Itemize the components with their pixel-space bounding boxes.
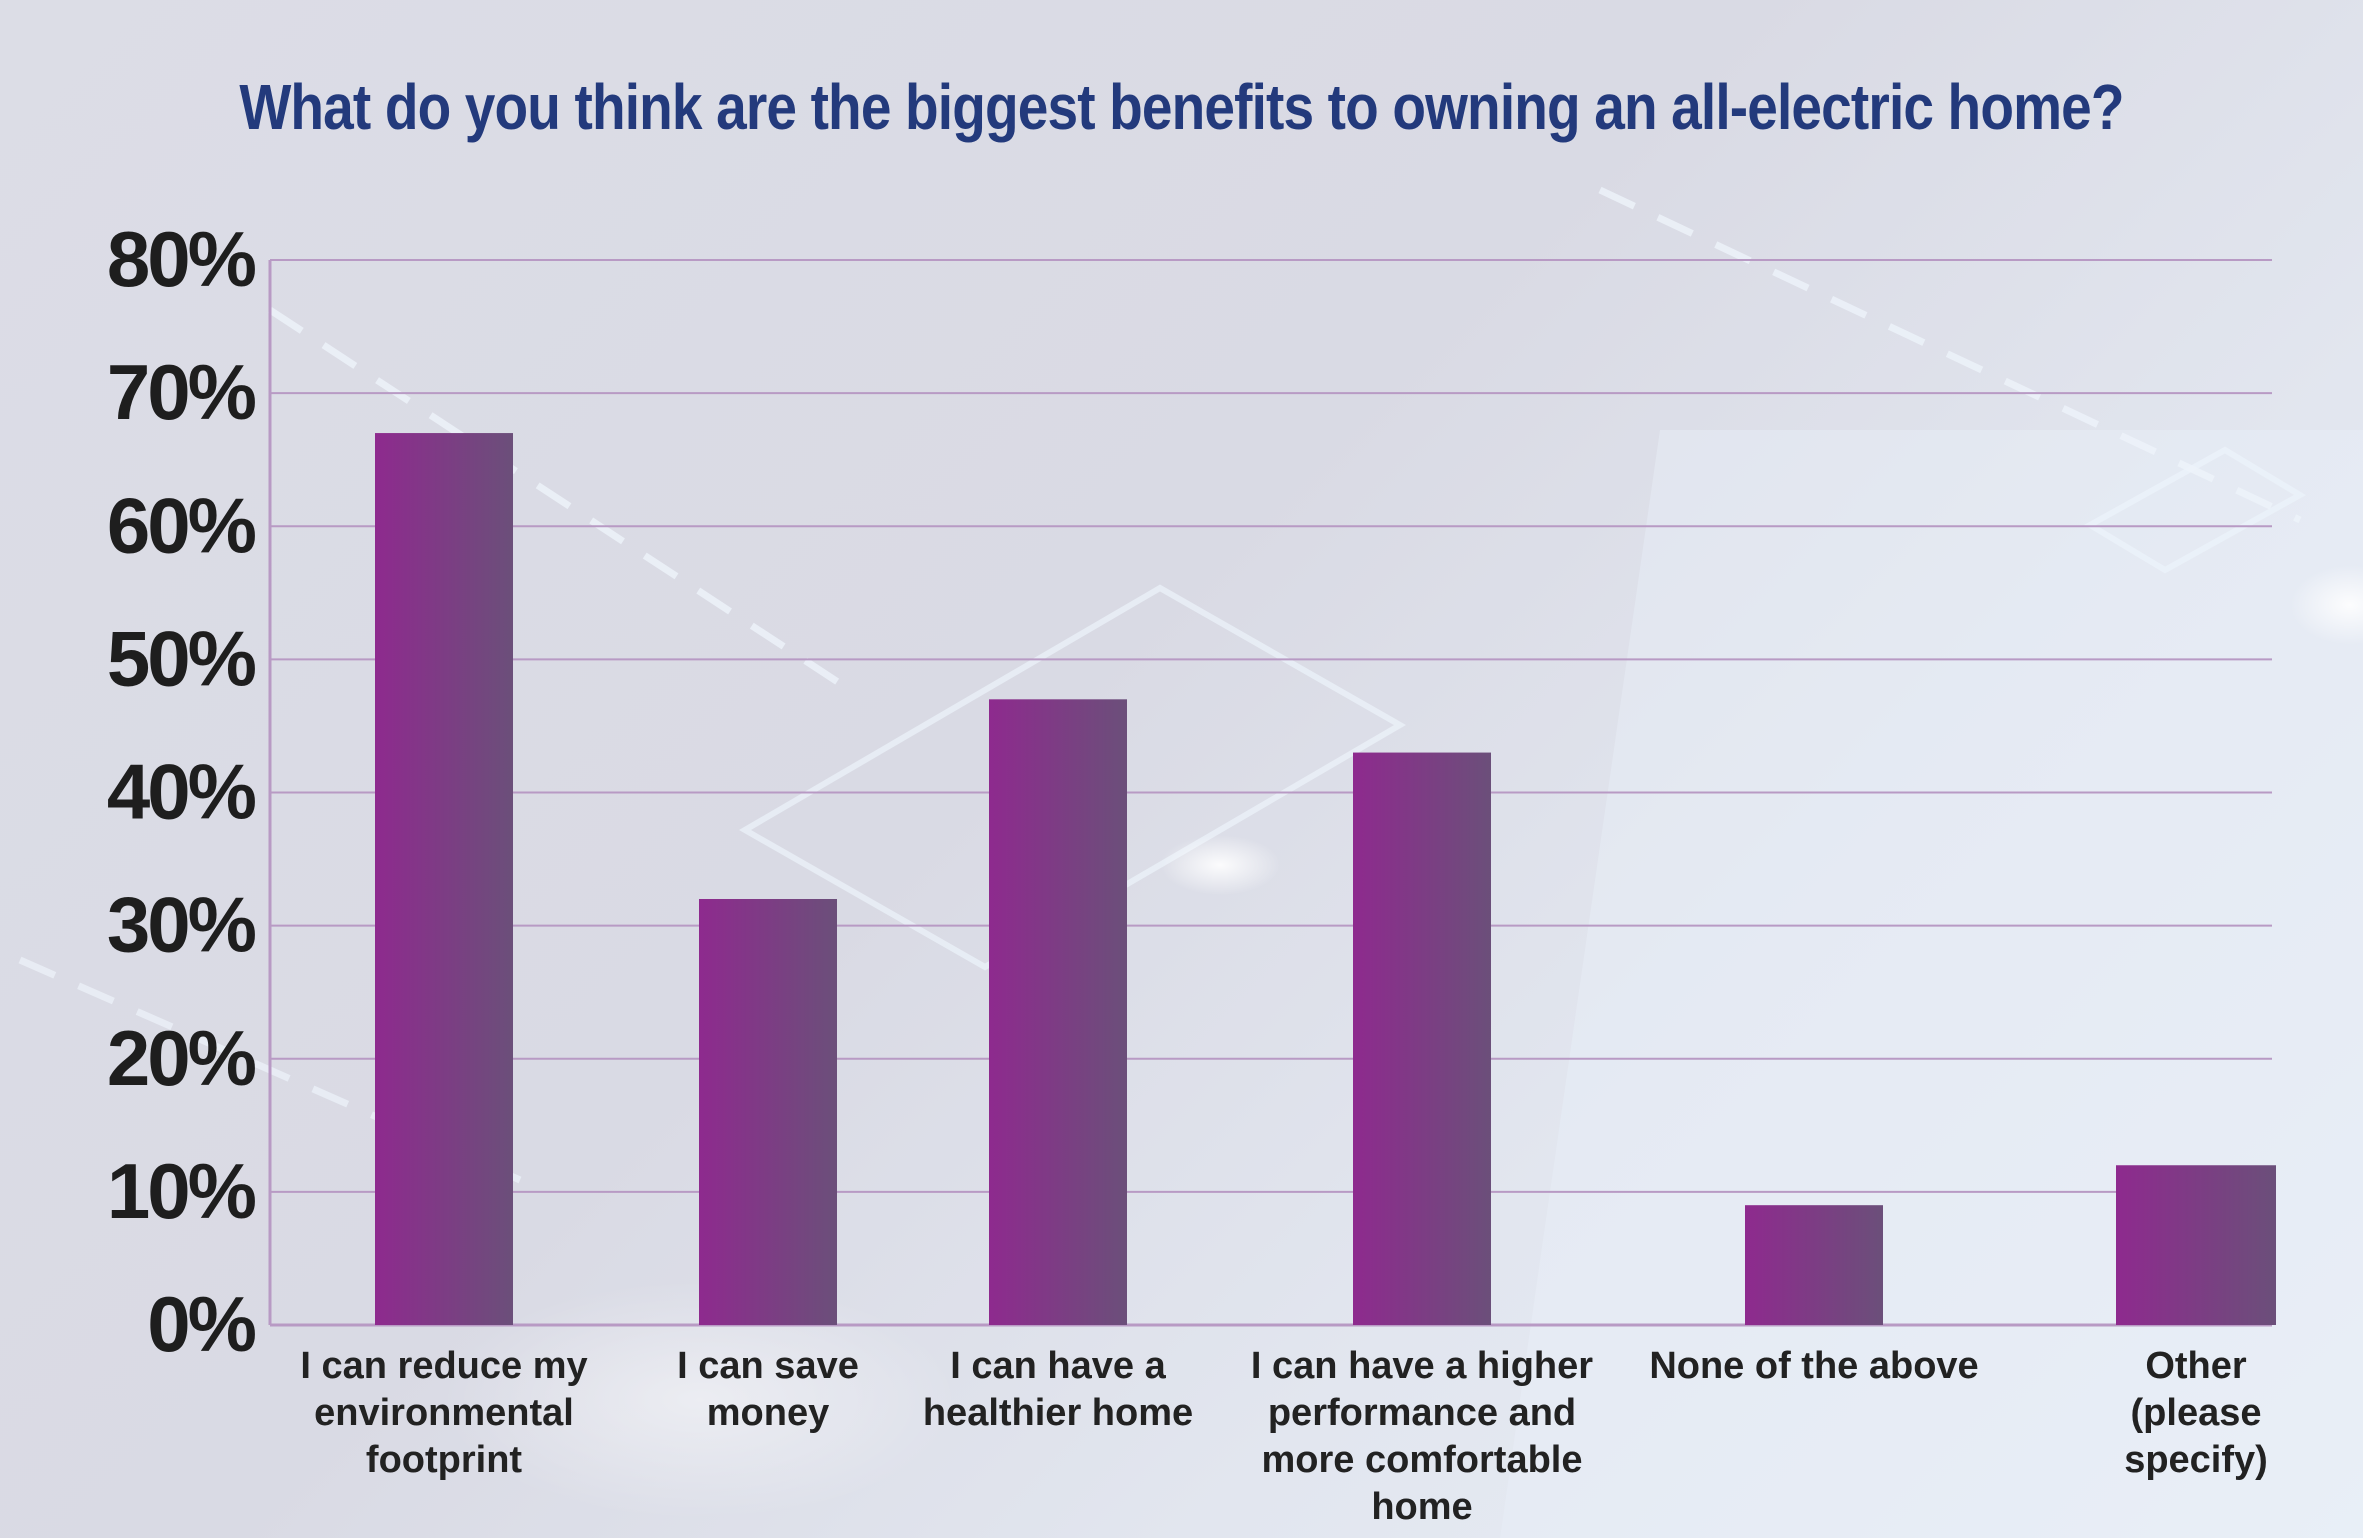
y-tick-label: 80%: [107, 215, 256, 303]
bar-1: [375, 433, 513, 1325]
x-tick-label: Other (please specify): [2124, 1345, 2268, 1481]
bar-5: [1745, 1205, 1883, 1325]
bar-2: [699, 899, 837, 1325]
x-tick-label-line: home: [1371, 1486, 1472, 1528]
y-tick-label: 50%: [107, 614, 256, 702]
x-tick-label: None of the above: [1649, 1345, 1978, 1387]
y-tick-label: 20%: [107, 1014, 256, 1102]
y-tick-labels: 0% 10% 20% 30% 40% 50% 60% 70% 80%: [107, 215, 259, 1368]
x-tick-label-line: (please: [2131, 1392, 2262, 1434]
gridlines: [270, 259, 2272, 1193]
bar-3: [989, 699, 1127, 1325]
x-tick-label-line: healthier home: [923, 1392, 1193, 1434]
y-tick-label: 60%: [107, 481, 256, 569]
x-tick-label: I can have a higher performance and more c…: [1251, 1345, 1593, 1528]
x-tick-label: I can reduce my environmental footprint: [300, 1345, 587, 1481]
x-tick-label-line: I can save: [677, 1345, 859, 1387]
x-tick-label-line: environmental: [314, 1392, 574, 1434]
x-tick-label-line: Other: [2145, 1345, 2247, 1387]
x-tick-label-line: I can reduce my: [300, 1345, 587, 1387]
x-tick-label: I can have a healthier home: [923, 1345, 1193, 1434]
y-tick-label: 0%: [147, 1280, 255, 1368]
x-tick-label-line: footprint: [366, 1439, 523, 1481]
axes: [268, 260, 2272, 1327]
x-tick-label-line: performance and: [1268, 1392, 1576, 1434]
y-tick-label: 40%: [107, 748, 256, 836]
y-tick-label: 70%: [107, 348, 256, 436]
x-tick-label: I can save money: [677, 1345, 859, 1434]
chart-title: What do you think are the biggest benefi…: [239, 71, 2124, 143]
y-tick-label: 10%: [107, 1147, 256, 1235]
x-tick-label-line: specify): [2124, 1439, 2268, 1481]
x-tick-label-line: None of the above: [1649, 1345, 1978, 1387]
bar-4: [1353, 752, 1491, 1325]
bars: [375, 433, 2276, 1325]
x-tick-label-line: money: [707, 1392, 829, 1434]
bar-6: [2116, 1165, 2276, 1325]
x-tick-label-line: I can have a higher: [1251, 1345, 1593, 1387]
x-tick-label-line: more comfortable: [1262, 1439, 1583, 1481]
x-tick-label-line: I can have a: [950, 1345, 1166, 1387]
y-tick-label: 30%: [107, 881, 256, 969]
